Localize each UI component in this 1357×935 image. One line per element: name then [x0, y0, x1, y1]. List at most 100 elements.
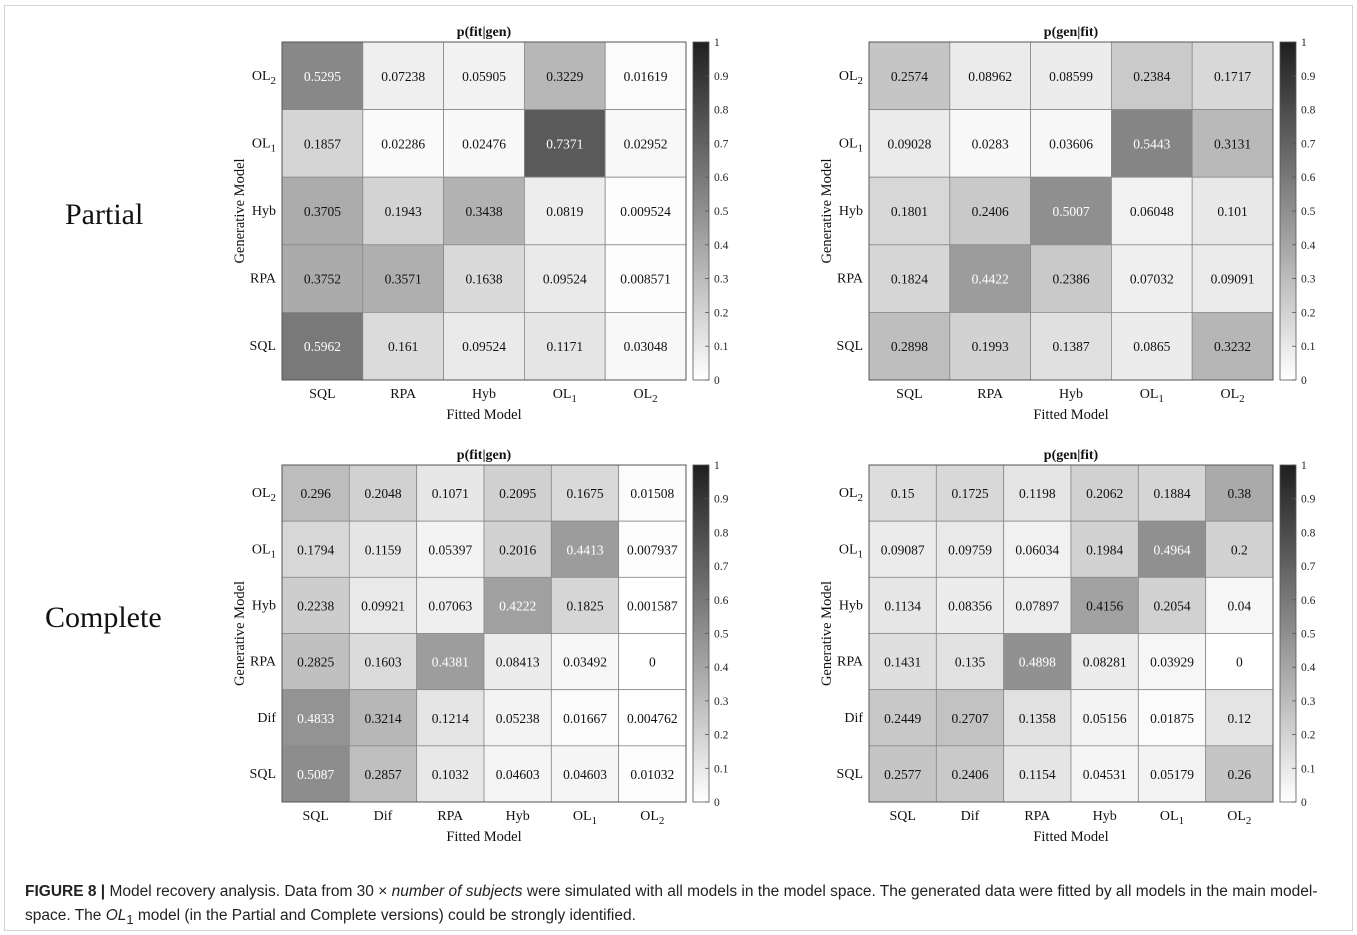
heatmap-cell: [362, 311, 444, 381]
colorbar-tick-label: 0.3: [1301, 274, 1316, 286]
heatmap-cell: [604, 176, 687, 246]
colorbar-tick-label: 0.3: [714, 274, 729, 286]
cell-value-label: 0.7371: [546, 136, 583, 151]
cell-value-label: 0.4833: [297, 711, 334, 726]
cell-value-label: 0.4222: [499, 598, 536, 613]
cell-value-label: 0.2384: [1133, 69, 1170, 84]
heatmap-cell: [935, 689, 1005, 747]
cell-value-label: 0.2857: [364, 767, 401, 782]
colorbar-tick-label: 0.4: [714, 662, 729, 674]
heatmap-cell: [1003, 633, 1072, 691]
cell-value-label: 0.3229: [546, 69, 583, 84]
cell-value-label: 0.03048: [624, 339, 668, 354]
heatmap-cell: [1205, 689, 1274, 747]
heatmap-cell: [348, 745, 418, 803]
heatmap-cell: [1003, 745, 1072, 803]
caption-italic-2-sub: 1: [126, 912, 134, 928]
plot-border: [868, 464, 1274, 803]
cell-value-label: 0.2: [1231, 542, 1248, 557]
x-tick-label: SQL: [896, 387, 922, 402]
heatmap-cell: [1030, 311, 1112, 381]
cell-value-label: 0.101: [1217, 204, 1247, 219]
colorbar-tick-label: 0.3: [1301, 696, 1316, 708]
row-label-complete: Complete: [45, 601, 162, 634]
y-tick-label: RPA: [837, 655, 864, 670]
cell-value-label: 0.0819: [546, 204, 583, 219]
caption-italic-2: OL: [105, 907, 127, 924]
colorbar-tick-label: 0.8: [714, 527, 729, 539]
colorbar-tick-label: 0.7: [1301, 561, 1316, 573]
heatmap-cell: [550, 520, 620, 578]
cell-value-label: 0.05238: [496, 711, 540, 726]
cell-value-label: 0.2238: [297, 598, 334, 613]
cell-value-label: 0.296: [300, 486, 331, 501]
heatmap-cell: [868, 633, 937, 691]
cell-value-label: 0.07063: [428, 598, 472, 613]
plot-border: [281, 464, 687, 803]
cell-value-label: 0.007937: [627, 542, 678, 557]
colorbar-tick-label: 0.3: [714, 696, 729, 708]
colorbar-tick-label: 0: [1301, 797, 1307, 809]
y-tick-label: SQL: [250, 767, 276, 782]
cell-value-label: 0.5007: [1052, 204, 1089, 219]
cell-value-label: 0.01667: [563, 711, 607, 726]
cell-value-label: 0.4381: [432, 655, 469, 670]
chart-title: p(fit|gen): [457, 448, 512, 463]
heatmap-cell: [604, 311, 687, 381]
cell-value-label: 0.08281: [1083, 655, 1127, 670]
heatmap-cell: [483, 464, 552, 522]
cell-value-label: 0.04603: [563, 767, 607, 782]
cell-value-label: 0.2054: [1153, 598, 1190, 613]
chart-title: p(gen|fit): [1044, 448, 1099, 463]
colorbar-tick-label: 1: [714, 37, 720, 49]
colorbar-tick-label: 0: [714, 375, 720, 387]
y-tick-label: RPA: [250, 655, 277, 670]
cell-value-label: 0.04603: [496, 767, 540, 782]
heatmap-cell: [483, 745, 552, 803]
heatmap-cell: [1030, 109, 1112, 178]
cell-value-label: 0.009524: [620, 204, 671, 219]
cell-value-label: 0.2062: [1086, 486, 1123, 501]
heatmap-cell: [550, 745, 620, 803]
colorbar-tick-label: 0.6: [714, 172, 729, 184]
cell-value-label: 0.2095: [499, 486, 536, 501]
cell-value-label: 0.1171: [546, 339, 583, 354]
heatmap-complete-gen-fit: 0.15 0.1725 0.1198 0.2062 0.1884 0.38 0.09087 0…: [819, 448, 1316, 845]
heatmap-cell: [524, 109, 606, 178]
cell-value-label: 0.1824: [891, 272, 928, 287]
y-axis-label: Generative Model: [232, 158, 248, 263]
cell-value-label: 0.08413: [496, 655, 540, 670]
heatmap-cell: [416, 633, 485, 691]
heatmap-cell: [362, 176, 444, 246]
cell-value-label: 0.2016: [499, 542, 536, 557]
cell-value-label: 0.2825: [297, 655, 334, 670]
colorbar-tick-label: 0.9: [1301, 494, 1316, 506]
colorbar-tick-label: 0.7: [714, 561, 729, 573]
y-tick-label: SQL: [837, 339, 863, 354]
heatmap-cell: [362, 244, 444, 313]
y-tick-label: Hyb: [252, 204, 276, 219]
colorbar-tick-label: 0.2: [1301, 307, 1316, 319]
colorbar-tick-label: 0.1: [714, 763, 729, 775]
heatmap-cell: [362, 41, 444, 110]
cell-value-label: 0.1638: [465, 272, 502, 287]
cell-value-label: 0.1603: [364, 655, 401, 670]
colorbar-tick-label: 0.6: [1301, 595, 1316, 607]
y-tick-label: OL2: [252, 69, 276, 87]
x-axis-label: Fitted Model: [1033, 407, 1108, 423]
heatmap-cell: [1205, 576, 1274, 634]
colorbar-tick-label: 0.8: [714, 105, 729, 117]
cell-value-label: 0.09921: [361, 598, 405, 613]
cell-value-label: 0.1675: [566, 486, 603, 501]
heatmap-cell: [618, 520, 687, 578]
cell-value-label: 0.1198: [1019, 486, 1056, 501]
colorbar-tick-label: 0.4: [1301, 240, 1316, 252]
cell-value-label: 0.2386: [1052, 272, 1089, 287]
heatmap-cell: [935, 464, 1005, 522]
y-tick-label: Hyb: [252, 598, 276, 613]
heatmap-cell: [281, 311, 364, 381]
cell-value-label: 0.161: [388, 339, 418, 354]
heatmap-cell: [483, 520, 552, 578]
cell-value-label: 0.004762: [627, 711, 678, 726]
